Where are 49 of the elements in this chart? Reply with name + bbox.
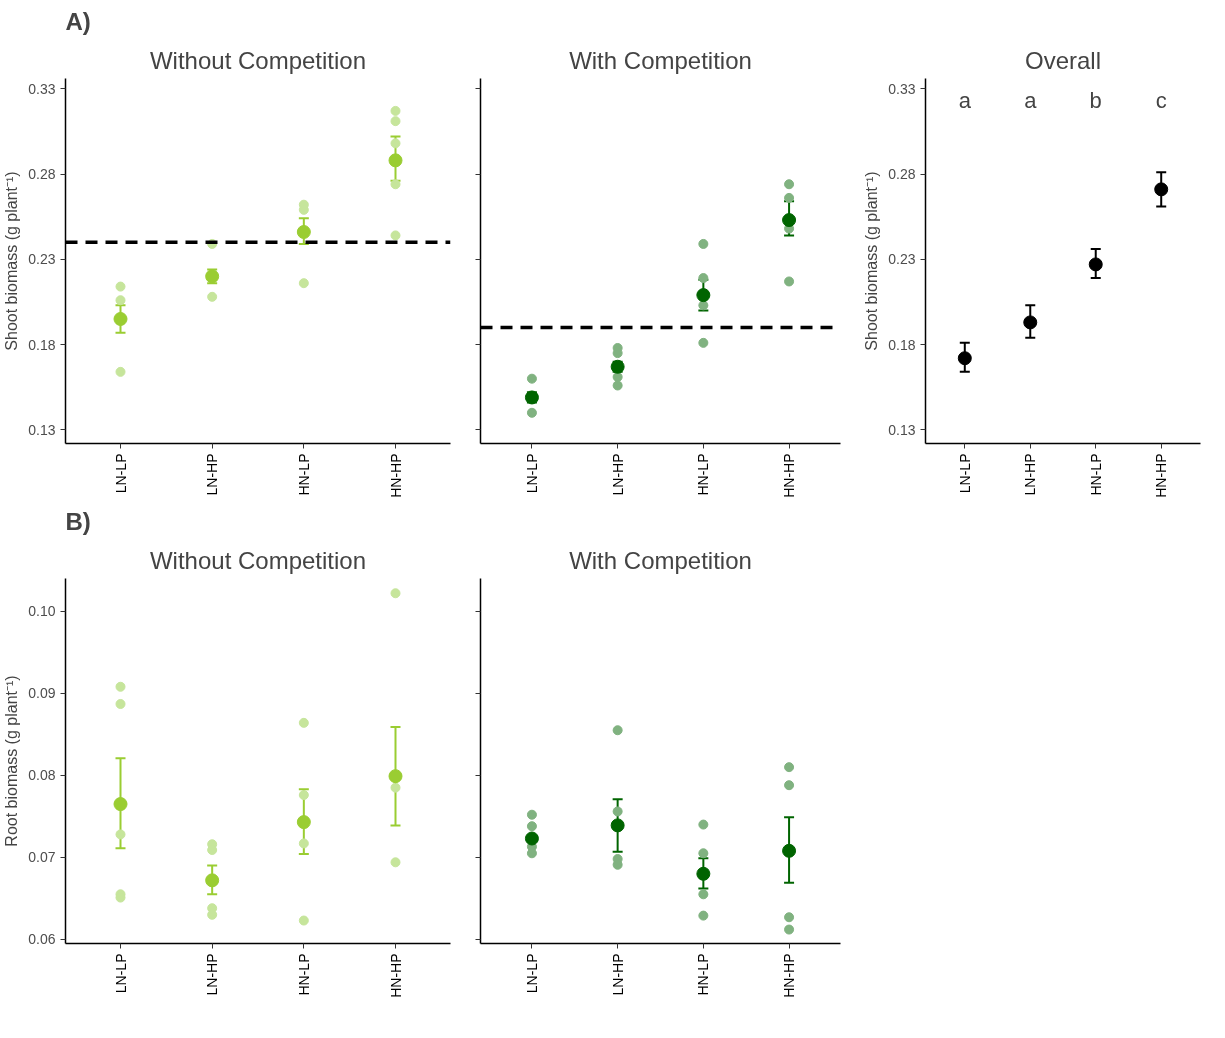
y-tick-label: 0.10: [28, 603, 56, 620]
x-tick-label: HN-HP: [781, 453, 798, 498]
chart-title: Without Competition: [149, 546, 367, 574]
x-tick-label: HN-LP: [295, 953, 312, 996]
y-tick-label: 0.18: [28, 336, 56, 353]
y-tick-label: 0.13: [28, 421, 56, 438]
x-tick-label: LN-LP: [523, 453, 540, 494]
y-axis-title: Shoot biomass (g plant⁻¹): [863, 171, 881, 351]
chart-title: With Competition: [569, 546, 752, 574]
x-tick-label: HN-HP: [1153, 453, 1170, 498]
y-tick-label: 0.18: [888, 336, 916, 353]
chart-title: Overall: [1024, 46, 1102, 74]
y-tick-label: 0.33: [888, 80, 916, 97]
x-tick-label: HN-LP: [695, 953, 712, 996]
x-tick-label: HN-HP: [387, 953, 404, 998]
y-tick-label: 0.09: [28, 685, 56, 702]
text: A): [65, 7, 91, 35]
x-tick-label: HN-LP: [1087, 453, 1104, 496]
y-tick-label: 0.23: [28, 251, 56, 268]
annotation: a: [1024, 88, 1038, 113]
x-tick-label: LN-HP: [1022, 453, 1039, 496]
x-tick-label: LN-LP: [523, 953, 540, 994]
chart-title: With Competition: [569, 46, 752, 74]
y-tick-label: 0.28: [28, 166, 56, 183]
y-tick-label: 0.07: [28, 849, 56, 866]
annotation: c: [1155, 88, 1167, 113]
text: B): [65, 507, 91, 535]
x-tick-label: LN-HP: [204, 453, 221, 496]
x-tick-label: HN-LP: [695, 453, 712, 496]
x-tick-label: HN-HP: [781, 953, 798, 998]
chart-title: Without Competition: [149, 46, 367, 74]
x-tick-label: LN-LP: [112, 453, 129, 494]
x-tick-label: HN-HP: [387, 453, 404, 498]
x-tick-label: LN-HP: [204, 953, 221, 996]
y-tick-label: 0.06: [28, 931, 56, 948]
annotation: b: [1089, 88, 1102, 113]
y-tick-label: 0.08: [28, 767, 56, 784]
y-axis-title: Root biomass (g plant⁻¹): [3, 675, 21, 847]
annotation: a: [958, 88, 972, 113]
x-tick-label: LN-HP: [609, 453, 626, 496]
x-tick-label: HN-LP: [295, 453, 312, 496]
y-tick-label: 0.13: [888, 421, 916, 438]
x-tick-label: LN-LP: [112, 953, 129, 994]
y-axis-title: Shoot biomass (g plant⁻¹): [3, 171, 21, 351]
y-tick-label: 0.33: [28, 80, 56, 97]
y-tick-label: 0.28: [888, 166, 916, 183]
y-tick-label: 0.23: [888, 251, 916, 268]
x-tick-label: LN-LP: [956, 453, 973, 494]
x-tick-label: LN-HP: [609, 953, 626, 996]
